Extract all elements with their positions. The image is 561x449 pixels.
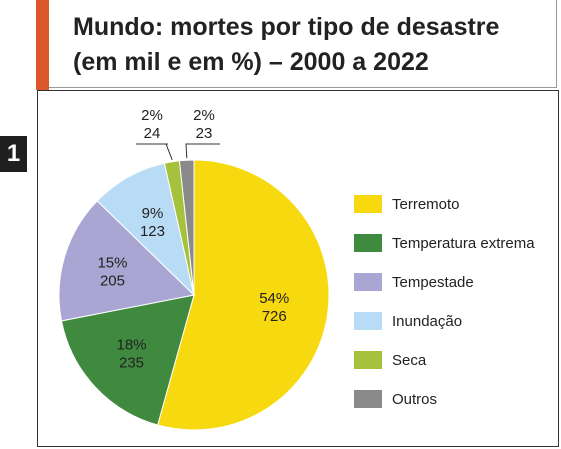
legend-label-outros: Outros [392,391,437,408]
slice-percent-label-tempestade: 15% [97,255,127,272]
leader-lines [136,143,220,160]
slice-percent-label-terremoto: 54% [259,290,289,307]
slice-value-label-tempestade: 205 [100,273,125,290]
pie-slice-outros [178,159,195,296]
legend-swatch-seca [354,351,382,369]
legend-swatch-terremoto [354,195,382,213]
slice-value-label-terremoto: 726 [262,308,287,325]
pie-slices [58,159,330,431]
slice-value-label-seca: 24 [144,125,161,142]
chart-title: Mundo: mortes por tipo de desastre (em m… [73,10,553,80]
legend-label-tempestade: Tempestade [392,274,474,291]
legend-swatch-inundacao [354,312,382,330]
pie-slice-inundacao [96,162,195,297]
accent-bar [36,0,49,90]
legend: Terremoto Temperatura extrema Tempestade In… [354,195,535,408]
slice-percent-label-temperatura-extrema: 18% [116,337,146,354]
leader-line-outros [185,143,188,159]
legend-swatch-outros [354,390,382,408]
legend-swatch-temperatura-extrema [354,234,382,252]
slice-percent-label-inundacao: 9% [142,205,164,222]
slice-value-label-outros: 23 [196,125,213,142]
slice-value-label-temperatura-extrema: 235 [119,355,144,372]
chart-title-line-2: (em mil e em %) – 2000 a 2022 [73,48,429,76]
legend-label-seca: Seca [392,352,427,369]
slice-percent-label-seca: 2% [141,107,163,124]
slice-percent-label-outros: 2% [193,107,215,124]
legend-label-temperatura-extrema: Temperatura extrema [392,235,535,252]
chart-title-line-1: Mundo: mortes por tipo de desastre [73,13,500,41]
legend-label-inundacao: Inundação [392,313,462,330]
legend-label-terremoto: Terremoto [392,196,460,213]
slice-value-label-inundacao: 123 [140,223,165,240]
pie-slice-terremoto [157,159,330,431]
pie-slice-temperatura-extrema [60,294,195,426]
pie-slice-tempestade [58,200,196,322]
leader-line-seca [136,143,173,160]
legend-swatch-tempestade [354,273,382,291]
title-box [49,0,557,88]
figure-number-badge: 1 [0,136,27,172]
